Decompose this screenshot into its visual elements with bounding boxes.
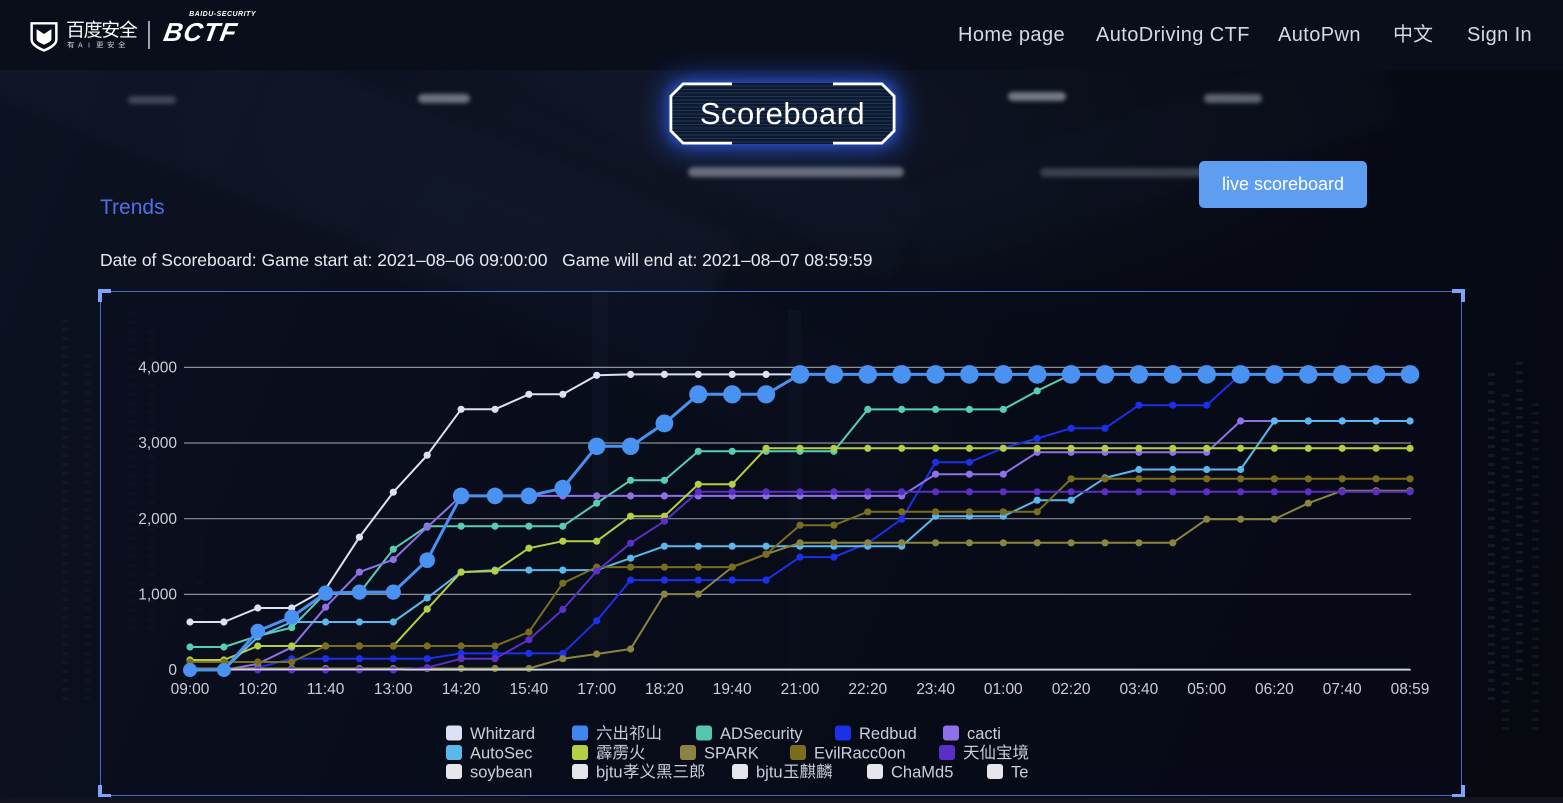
svg-text:3,000: 3,000 xyxy=(138,435,177,452)
svg-text:22:20: 22:20 xyxy=(848,681,887,698)
svg-text:soybean: soybean xyxy=(470,763,532,781)
svg-text:06:20: 06:20 xyxy=(1255,681,1294,698)
svg-text:2,000: 2,000 xyxy=(138,511,177,528)
svg-text:1,000: 1,000 xyxy=(138,587,177,604)
svg-text:02:20: 02:20 xyxy=(1052,681,1091,698)
svg-text:11:40: 11:40 xyxy=(307,681,345,698)
svg-text:15:40: 15:40 xyxy=(510,681,549,698)
svg-text:bjtu: bjtu xyxy=(756,763,783,781)
svg-text:Redbud: Redbud xyxy=(859,725,917,743)
svg-text:Te: Te xyxy=(1011,763,1028,781)
svg-text:07:40: 07:40 xyxy=(1323,681,1362,698)
svg-text:01:00: 01:00 xyxy=(984,681,1023,698)
svg-text:bjtu: bjtu xyxy=(596,763,623,781)
svg-text:17:00: 17:00 xyxy=(577,681,616,698)
svg-text:A: A xyxy=(78,43,83,50)
svg-text:09:00: 09:00 xyxy=(171,681,210,698)
svg-text:SPARK: SPARK xyxy=(704,744,759,762)
svg-text:21:00: 21:00 xyxy=(781,681,820,698)
svg-text:19:40: 19:40 xyxy=(713,681,752,698)
svg-text:08:59: 08:59 xyxy=(1391,681,1430,698)
svg-text:0: 0 xyxy=(168,662,177,679)
svg-text:I: I xyxy=(88,43,90,50)
svg-text:ADSecurity: ADSecurity xyxy=(720,725,803,743)
svg-text:ChaMd5: ChaMd5 xyxy=(891,763,953,781)
svg-text:13:00: 13:00 xyxy=(374,681,413,698)
svg-text:03:40: 03:40 xyxy=(1120,681,1159,698)
svg-text:10:20: 10:20 xyxy=(238,681,277,698)
svg-text:Whitzard: Whitzard xyxy=(470,725,535,743)
svg-text:14:20: 14:20 xyxy=(442,681,481,698)
svg-text:4,000: 4,000 xyxy=(138,360,177,377)
svg-text:05:00: 05:00 xyxy=(1187,681,1226,698)
svg-text:AutoSec: AutoSec xyxy=(470,744,532,762)
svg-text:EvilRacc0on: EvilRacc0on xyxy=(814,744,906,762)
svg-text:18:20: 18:20 xyxy=(645,681,684,698)
svg-text:cacti: cacti xyxy=(967,725,1001,743)
svg-text:23:40: 23:40 xyxy=(916,681,955,698)
